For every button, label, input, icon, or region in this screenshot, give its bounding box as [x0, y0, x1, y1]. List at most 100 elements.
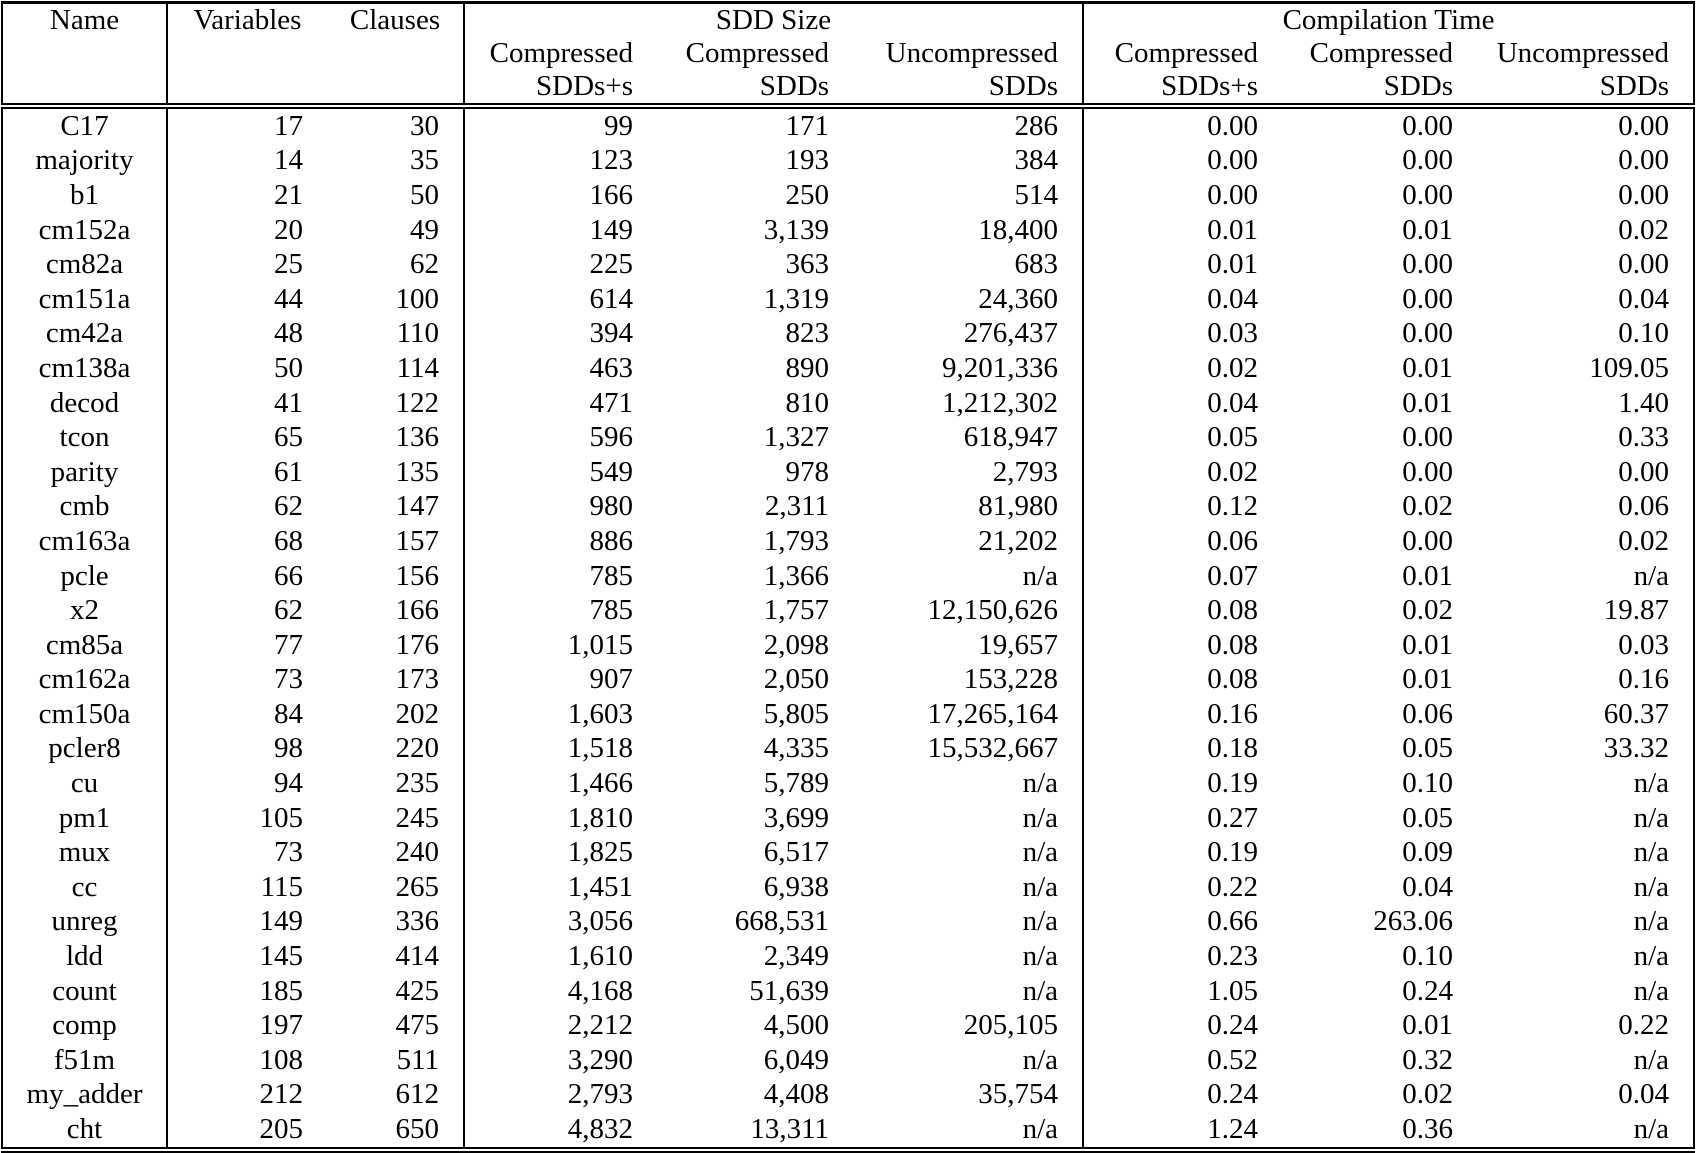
cell-time-compressed-sdds: 0.01	[1402, 351, 1454, 384]
cell-variables: 68	[166, 524, 327, 559]
table-header: Name Variables Clauses SDD Size Compilat…	[2, 2, 1695, 109]
cell-time-uncompressed-sdds: n/a	[1633, 1113, 1670, 1146]
cell-size-compressed-sdds-s: 785	[463, 558, 657, 594]
cell-size-compressed-sdds-s: 1,518	[463, 731, 657, 767]
subheader-time-compressed-sdds-line1: Compressed	[1309, 37, 1454, 69]
cell-size-uncompressed-sdds: 683	[1014, 248, 1059, 281]
cell-size-uncompressed-sdds: 153,228	[963, 663, 1059, 696]
cell-size-uncompressed-sdds: 2,793	[992, 455, 1059, 488]
cell-variables: 108	[166, 1043, 327, 1078]
cell-time-compressed-sdds: 0.01	[1402, 663, 1454, 696]
cell-time-uncompressed-sdds: 19.87	[1603, 594, 1670, 627]
cell-size-compressed-sdds-s: 471	[463, 385, 657, 421]
cell-time-compressed-sdds-s: 0.04	[1082, 385, 1283, 421]
cell-size-compressed-sdds-s: 886	[463, 524, 657, 559]
cell-time-compressed-sdds-s: 0.01	[1082, 247, 1283, 282]
cell-size-uncompressed-sdds: n/a	[1022, 801, 1059, 834]
cell-time-compressed-sdds-s: 1.05	[1082, 973, 1283, 1009]
cell-time-uncompressed-sdds: 0.00	[1618, 109, 1670, 142]
cell-time-uncompressed-sdds: 60.37	[1603, 697, 1670, 730]
cell-time-compressed-sdds-s: 0.18	[1082, 731, 1283, 767]
cell-variables: 62	[166, 593, 327, 628]
cell-size-compressed-sdds: 51,639	[749, 974, 829, 1007]
cell-size-compressed-sdds: 810	[785, 386, 830, 419]
cell-time-compressed-sdds: 0.32	[1402, 1043, 1454, 1076]
table-row: cm150a 84 202 1,603 5,805 17,265,164 0.1…	[2, 697, 1694, 732]
cell-size-uncompressed-sdds: 9,201,336	[942, 351, 1059, 384]
cell-variables: 61	[166, 454, 327, 490]
cell-time-compressed-sdds: 0.24	[1402, 974, 1454, 1007]
cell-time-compressed-sdds-s: 0.03	[1082, 316, 1283, 352]
cell-time-compressed-sdds: 0.02	[1402, 1078, 1454, 1111]
subheader-size-compressed-sdds-line2: SDDs	[657, 70, 853, 109]
table-row: cm82a 25 62 225 363 683 0.01 0.00 0.00	[2, 247, 1694, 282]
cell-time-compressed-sdds-s: 0.19	[1082, 835, 1283, 871]
cell-size-compressed-sdds: 250	[785, 178, 830, 211]
cell-size-compressed-sdds: 6,517	[763, 836, 829, 869]
subheader-time-compressed-sdds-s-line1: Compressed	[1082, 37, 1283, 70]
cell-size-compressed-sdds-s: 1,810	[463, 800, 657, 836]
cell-variables: 197	[166, 1008, 327, 1044]
cell-size-uncompressed-sdds: 21,202	[978, 524, 1059, 557]
cell-size-uncompressed-sdds: 12,150,626	[927, 594, 1059, 627]
cell-variables: 14	[166, 143, 327, 179]
group-header-sdd-size: SDD Size	[462, 2, 1084, 37]
cell-size-compressed-sdds: 13,311	[750, 1113, 829, 1146]
cell-name: mux	[58, 836, 111, 869]
cell-time-compressed-sdds-s: 0.01	[1082, 212, 1283, 248]
cell-time-compressed-sdds-s: 0.66	[1082, 904, 1283, 940]
cell-time-compressed-sdds: 0.10	[1402, 767, 1454, 800]
cell-variables: 115	[166, 870, 327, 905]
cell-variables: 73	[166, 835, 327, 871]
cell-variables: 149	[166, 904, 327, 940]
cell-size-uncompressed-sdds: 35,754	[978, 1078, 1059, 1111]
cell-time-uncompressed-sdds: 0.00	[1618, 144, 1670, 177]
cell-size-uncompressed-sdds: 15,532,667	[927, 732, 1059, 765]
cell-time-compressed-sdds-s: 0.06	[1082, 524, 1283, 559]
cell-name: b1	[70, 178, 99, 211]
cell-clauses: 414	[395, 940, 440, 973]
cell-name: cm163a	[38, 524, 131, 557]
cell-size-compressed-sdds-s: 1,603	[463, 697, 657, 732]
cell-time-uncompressed-sdds: 0.10	[1618, 317, 1670, 350]
cell-time-compressed-sdds: 0.04	[1402, 870, 1454, 903]
header-row-sub1: Compressed Compressed Uncompressed Compr…	[2, 37, 1694, 70]
table-row: b1 21 50 166 250 514 0.00 0.00 0.00	[2, 178, 1694, 213]
cell-clauses: 245	[395, 801, 440, 834]
cell-size-uncompressed-sdds: 1,212,302	[942, 386, 1059, 419]
cell-time-uncompressed-sdds: 0.16	[1618, 663, 1670, 696]
cell-size-uncompressed-sdds: n/a	[1022, 767, 1059, 800]
cell-time-uncompressed-sdds: n/a	[1633, 905, 1670, 938]
cell-variables: 50	[166, 351, 327, 386]
cell-variables: 94	[166, 766, 327, 801]
cell-name: cm138a	[38, 351, 131, 384]
cell-size-compressed-sdds: 1,327	[763, 421, 829, 454]
cell-clauses: 176	[395, 628, 440, 661]
table-row: my_adder 212 612 2,793 4,408 35,754 0.24…	[2, 1077, 1694, 1113]
table-row: mux 73 240 1,825 6,517 n/a 0.19 0.09 n/a	[2, 835, 1694, 871]
cell-variables: 48	[166, 316, 327, 352]
cell-time-uncompressed-sdds: 109.05	[1589, 351, 1670, 384]
cell-time-compressed-sdds: 0.00	[1402, 248, 1454, 281]
cell-time-uncompressed-sdds: 0.02	[1618, 524, 1670, 557]
table-row: tcon 65 136 596 1,327 618,947 0.05 0.00 …	[2, 420, 1694, 455]
cell-name: C17	[60, 109, 109, 142]
table-row: comp 197 475 2,212 4,500 205,105 0.24 0.…	[2, 1008, 1694, 1044]
cell-clauses: 336	[395, 905, 440, 938]
cell-variables: 212	[166, 1077, 327, 1113]
cell-name: comp	[52, 1009, 117, 1042]
table-body: C17 17 30 99 171 286 0.00 0.00 0.00 majo…	[2, 106, 1694, 1150]
cell-time-uncompressed-sdds: 0.03	[1618, 628, 1670, 661]
cell-clauses: 166	[395, 594, 440, 627]
cell-size-compressed-sdds: 2,050	[763, 663, 829, 696]
cell-clauses: 135	[395, 455, 440, 488]
cell-clauses: 147	[395, 490, 440, 523]
cell-size-compressed-sdds-s: 166	[463, 178, 657, 213]
cell-time-uncompressed-sdds: 0.04	[1618, 1078, 1670, 1111]
cell-time-uncompressed-sdds: n/a	[1633, 836, 1670, 869]
cell-time-compressed-sdds: 0.01	[1402, 559, 1454, 592]
cell-size-uncompressed-sdds: 276,437	[963, 317, 1059, 350]
cell-clauses: 49	[410, 213, 439, 246]
cell-size-uncompressed-sdds: n/a	[1022, 974, 1059, 1007]
